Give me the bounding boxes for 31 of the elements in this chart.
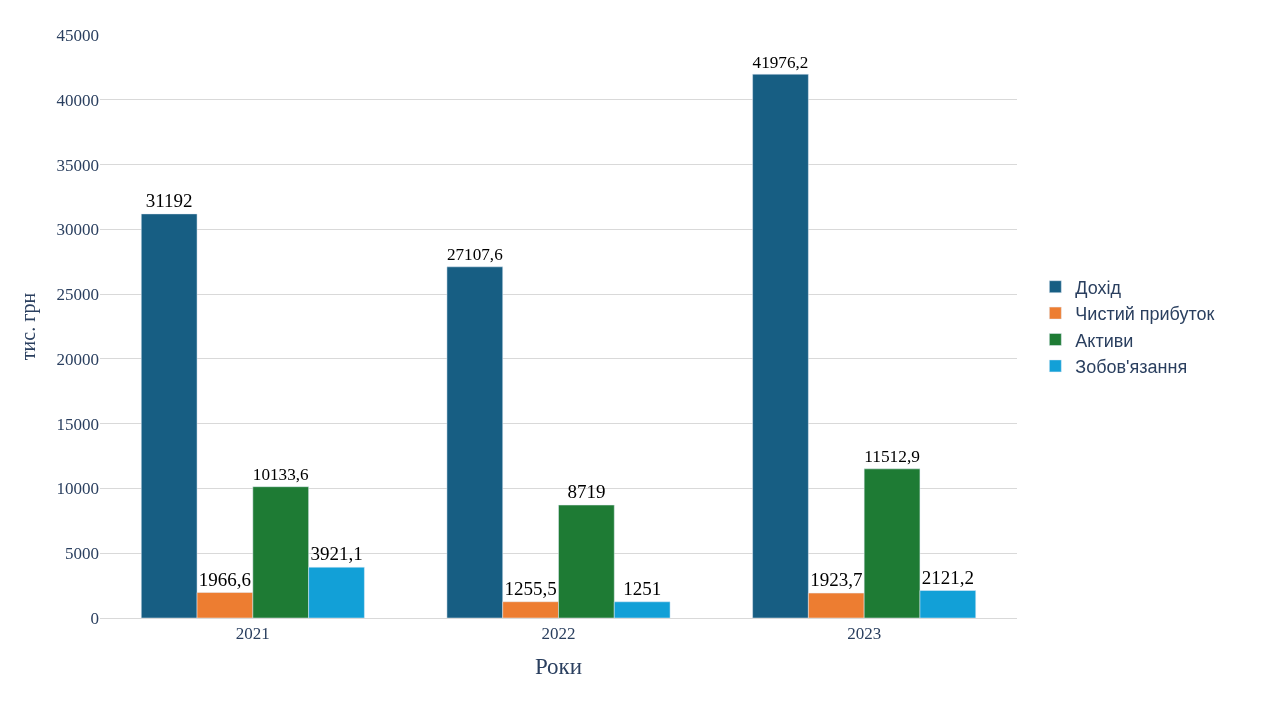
data-label: 1255,5 <box>504 577 557 599</box>
y-tick-label: 25000 <box>56 285 99 305</box>
y-tick-label: 15000 <box>56 414 99 434</box>
data-label: 41976,2 <box>752 52 809 72</box>
y-axis-title: тис. грн <box>17 292 40 361</box>
y-tick-label: 20000 <box>56 349 99 369</box>
x-axis-title: Роки <box>534 654 583 679</box>
y-tick-label: 0 <box>90 608 99 628</box>
data-label: 3921,1 <box>310 543 363 565</box>
data-label: 8719 <box>567 481 606 503</box>
y-tick-label: 5000 <box>65 544 99 564</box>
data-label: 1923,7 <box>810 569 863 591</box>
legend-label: Чистий прибуток <box>1075 304 1215 325</box>
x-tick-label: 2021 <box>235 624 270 644</box>
data-label: 1966,6 <box>198 568 252 590</box>
y-tick-label: 10000 <box>56 479 99 499</box>
data-label: 2121,2 <box>921 566 974 588</box>
y-tick-label: 35000 <box>56 155 99 175</box>
y-tick-label: 45000 <box>56 25 99 45</box>
data-label: 11512,9 <box>864 447 920 467</box>
legend-label: Зобов'язання <box>1075 356 1188 377</box>
x-tick-label: 2022 <box>541 624 576 644</box>
legend-label: Активи <box>1075 330 1134 351</box>
data-label: 1251 <box>623 577 662 599</box>
x-tick-label: 2023 <box>847 624 882 644</box>
y-tick-label: 30000 <box>56 220 99 240</box>
y-tick-label: 40000 <box>56 90 99 110</box>
legend-label: Дохід <box>1075 277 1122 298</box>
data-label: 31192 <box>145 189 193 211</box>
data-label: 27107,6 <box>446 245 504 265</box>
data-label: 10133,6 <box>252 465 310 485</box>
